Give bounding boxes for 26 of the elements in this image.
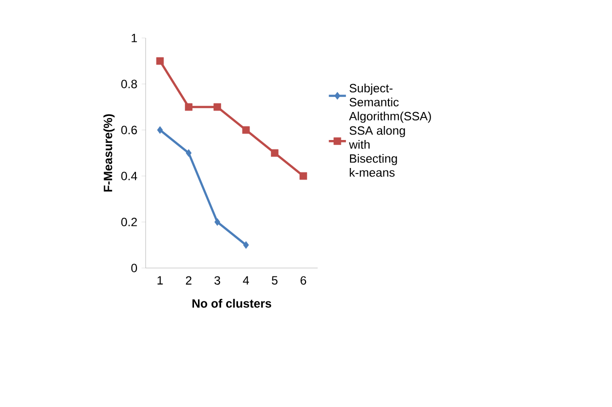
point — [214, 103, 222, 111]
y-axis-title: F-Measure(%) — [103, 114, 115, 192]
point — [157, 126, 163, 134]
x-tick-label: 4 — [242, 276, 249, 284]
y-tick-label: 0.2 — [121, 218, 137, 226]
point — [214, 218, 220, 226]
y-tick-label: 0.4 — [121, 172, 138, 180]
point — [184, 103, 192, 111]
point — [243, 241, 249, 249]
point — [242, 126, 250, 134]
point — [270, 149, 278, 157]
x-tick-label: 5 — [272, 276, 278, 285]
y-tick-label: 1 — [132, 34, 137, 42]
y-tick-label: 0.8 — [121, 80, 137, 88]
y-tick-label: 0.6 — [121, 126, 137, 134]
x-axis-title: No of clusters — [192, 298, 272, 308]
point — [300, 172, 308, 180]
point — [156, 57, 164, 65]
x-tick-label: 6 — [300, 276, 306, 285]
x-tick-label: 1 — [158, 276, 163, 284]
legend-label: Subject-Semantic Algorithm(SSA) — [349, 84, 431, 123]
x-tick-label: 3 — [214, 276, 220, 285]
x-tick-label: 2 — [186, 276, 192, 285]
y-tick-label: 0 — [131, 264, 138, 272]
point — [186, 149, 192, 157]
legend-label: SSA along with Bisecting k-means — [349, 126, 405, 177]
